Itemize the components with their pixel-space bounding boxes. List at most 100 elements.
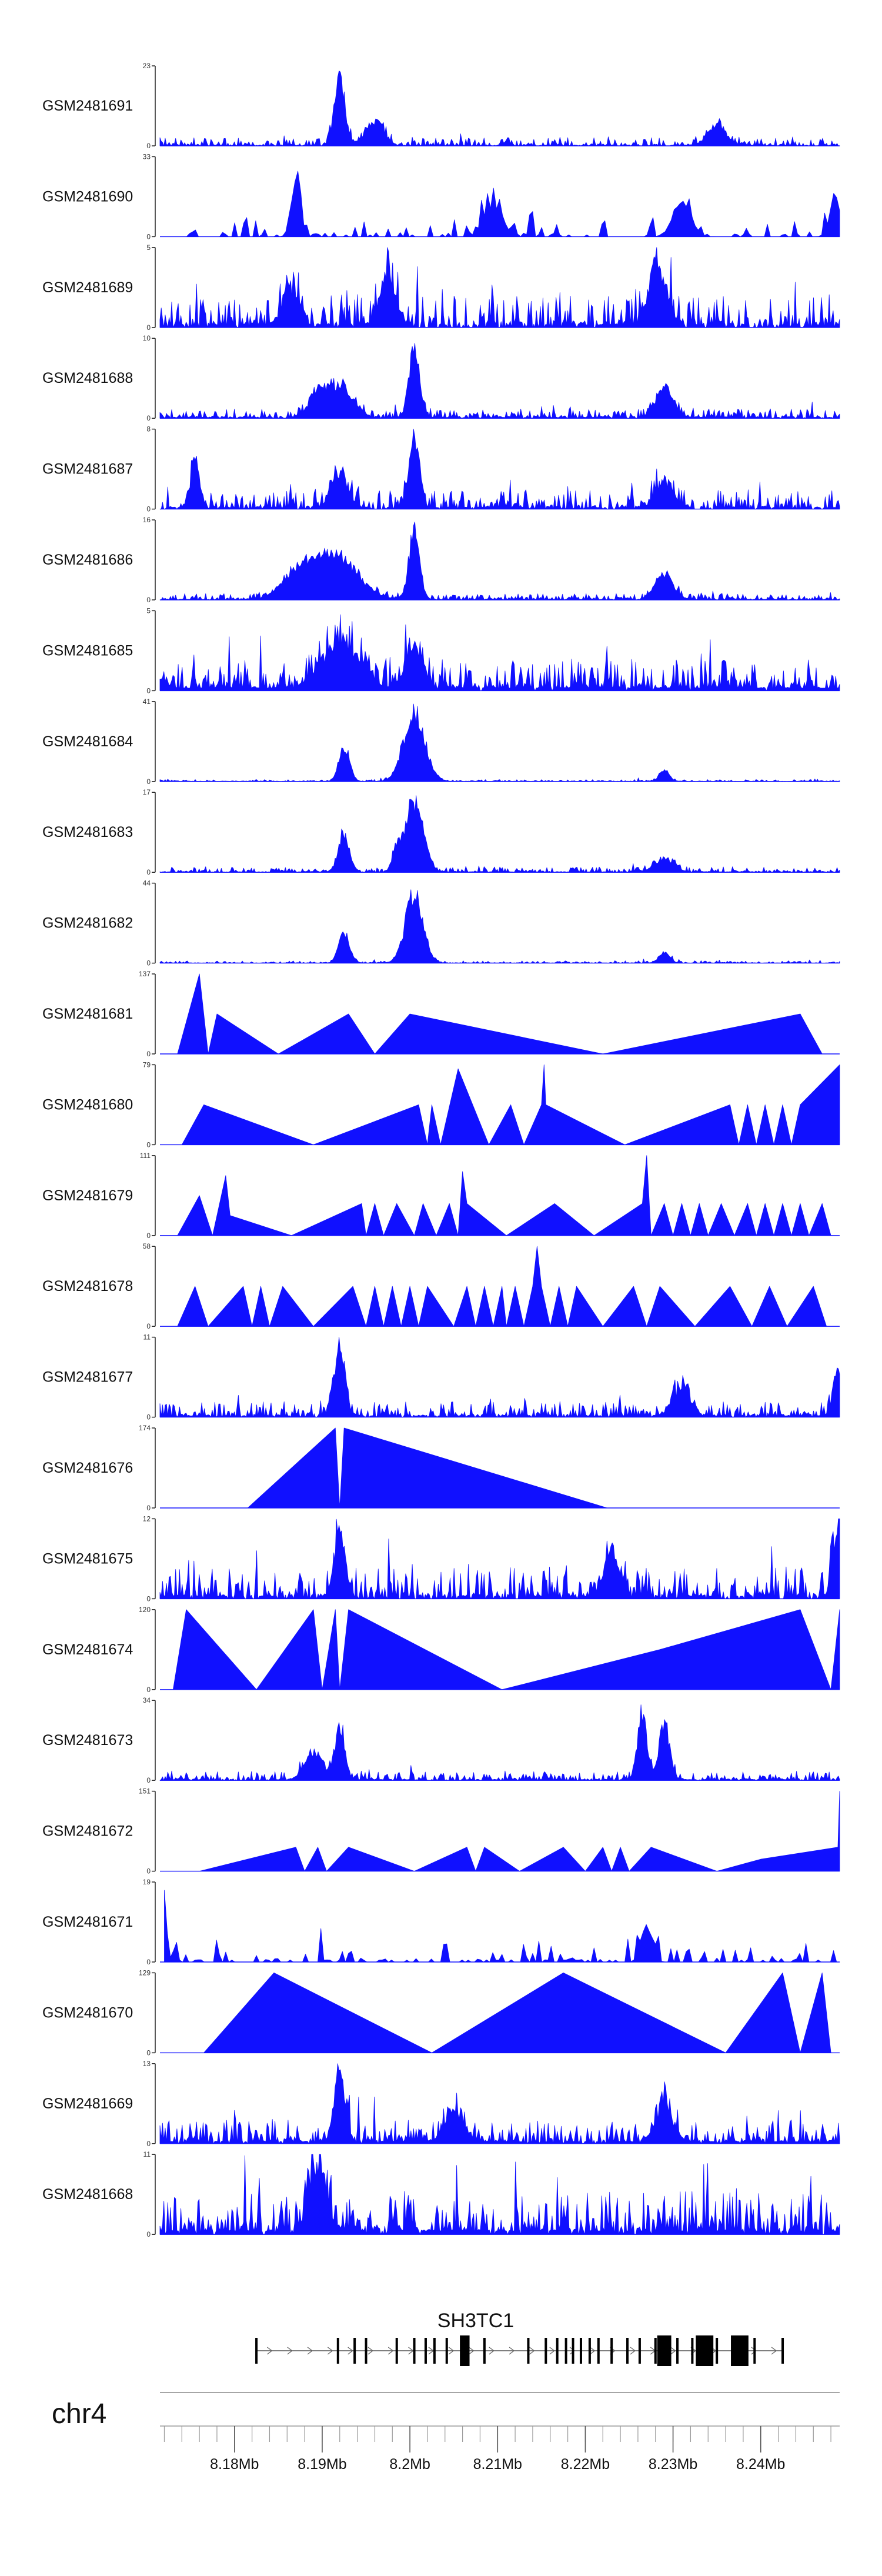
- y-max-label: 8: [146, 425, 151, 433]
- gene-track: SH3TC1: [255, 2310, 784, 2366]
- y-max-label: 151: [139, 1787, 151, 1796]
- y-min-label: 0: [146, 868, 151, 876]
- track-label: GSM2481679: [42, 1187, 133, 1204]
- y-min-label: 0: [146, 1232, 151, 1240]
- signal-area: [199, 1791, 840, 1871]
- exon-block: [696, 2335, 714, 2366]
- strand-arrow: [469, 2347, 475, 2355]
- y-max-label: 11: [143, 2150, 151, 2158]
- y-min-label: 0: [146, 1686, 151, 1694]
- track-label: GSM2481686: [42, 552, 133, 568]
- strand-arrow: [751, 2347, 757, 2355]
- signal-area: [159, 889, 840, 963]
- track-GSM2481679: GSM2481679 111 0: [42, 1152, 840, 1240]
- y-min-label: 0: [146, 1050, 151, 1058]
- y-max-label: 174: [139, 1424, 151, 1432]
- strand-arrow: [549, 2347, 555, 2355]
- track-label: GSM2481685: [42, 642, 133, 659]
- track-label: GSM2481687: [42, 461, 133, 478]
- y-max-label: 5: [146, 606, 151, 615]
- x-tick-label: 8.23Mb: [649, 2456, 697, 2472]
- signal-area: [203, 1973, 831, 2053]
- signal-area: [177, 973, 823, 1055]
- y-min-label: 0: [146, 2230, 151, 2238]
- track-GSM2481680: GSM2481680 79 0: [42, 1060, 840, 1149]
- signal-area: [159, 795, 840, 873]
- exon: [610, 2338, 613, 2364]
- y-max-label: 120: [139, 1606, 151, 1614]
- y-min-label: 0: [146, 1594, 151, 1603]
- y-max-label: 137: [139, 970, 151, 978]
- track-label: GSM2481669: [42, 2095, 133, 2112]
- strand-arrow: [630, 2347, 636, 2355]
- exon: [781, 2338, 784, 2364]
- x-tick-label: 8.19Mb: [298, 2456, 346, 2472]
- strand-arrow: [307, 2347, 313, 2355]
- y-min-label: 0: [146, 1776, 151, 1784]
- strand-arrow: [327, 2347, 333, 2355]
- exon: [255, 2338, 258, 2364]
- signal-area: [159, 343, 840, 419]
- exon: [544, 2338, 547, 2364]
- track-GSM2481691: GSM2481691 23 0: [42, 62, 840, 150]
- y-min-label: 0: [146, 142, 151, 150]
- strand-arrow: [509, 2347, 515, 2355]
- exon: [445, 2338, 448, 2364]
- exon: [336, 2338, 339, 2364]
- strand-arrow: [670, 2347, 676, 2355]
- signal-area: [159, 1337, 840, 1417]
- y-min-label: 0: [146, 1413, 151, 1422]
- strand-arrow: [348, 2347, 353, 2355]
- y-min-label: 0: [146, 778, 151, 786]
- strand-arrow: [267, 2347, 273, 2355]
- data-tracks: GSM2481691230GSM2481690330GSM248168950GS…: [42, 62, 840, 2238]
- y-max-label: 17: [143, 788, 151, 796]
- track-label: GSM2481674: [42, 1641, 133, 1658]
- signal-area: [247, 1427, 608, 1509]
- strand-arrow: [448, 2347, 455, 2355]
- genome-axis: 8.18Mb 8.19Mb 8.2Mb 8.21Mb 8.22Mb 8.23Mb 8.24M…: [160, 2392, 840, 2472]
- exon: [556, 2338, 559, 2364]
- y-min-label: 0: [146, 323, 151, 332]
- track-label: GSM2481678: [42, 1278, 133, 1294]
- signal-area: [159, 1704, 840, 1781]
- track-GSM2481682: GSM2481682 44 0: [42, 879, 840, 967]
- track-label: GSM2481673: [42, 1732, 133, 1749]
- exon: [638, 2338, 641, 2364]
- exon: [527, 2338, 530, 2364]
- exon: [676, 2338, 679, 2364]
- strand-arrow: [387, 2347, 394, 2355]
- y-max-label: 12: [143, 1514, 151, 1523]
- track-GSM2481686: GSM2481686 16 0: [42, 516, 840, 604]
- y-min-label: 0: [146, 686, 151, 695]
- x-tick-label: 8.22Mb: [561, 2456, 610, 2472]
- y-min-label: 0: [146, 505, 151, 513]
- signal-area: [159, 247, 840, 328]
- y-min-label: 0: [146, 2140, 151, 2148]
- exon: [424, 2338, 427, 2364]
- exon: [579, 2338, 582, 2364]
- y-min-label: 0: [146, 232, 151, 241]
- signal-area: [177, 1246, 827, 1327]
- exon-block: [460, 2335, 470, 2366]
- exon: [626, 2338, 629, 2364]
- exon: [353, 2338, 356, 2364]
- strand-arrow: [529, 2347, 535, 2355]
- track-GSM2481673: GSM2481673 34 0: [42, 1696, 840, 1784]
- exon: [433, 2338, 436, 2364]
- y-min-label: 0: [146, 596, 151, 604]
- strand-arrow: [368, 2347, 374, 2355]
- x-tick-label: 8.18Mb: [210, 2456, 259, 2472]
- track-label: GSM2481680: [42, 1096, 133, 1113]
- track-label: GSM2481682: [42, 915, 133, 932]
- track-label: GSM2481689: [42, 279, 133, 296]
- track-GSM2481675: GSM2481675 12 0: [42, 1514, 840, 1603]
- signal-area: [177, 171, 840, 237]
- exon-block: [657, 2335, 671, 2366]
- y-max-label: 23: [143, 62, 151, 70]
- signal-area: [173, 1609, 840, 1690]
- track-GSM2481688: GSM2481688 10 0: [42, 334, 840, 422]
- track-label: GSM2481668: [42, 2186, 133, 2203]
- exon: [572, 2338, 574, 2364]
